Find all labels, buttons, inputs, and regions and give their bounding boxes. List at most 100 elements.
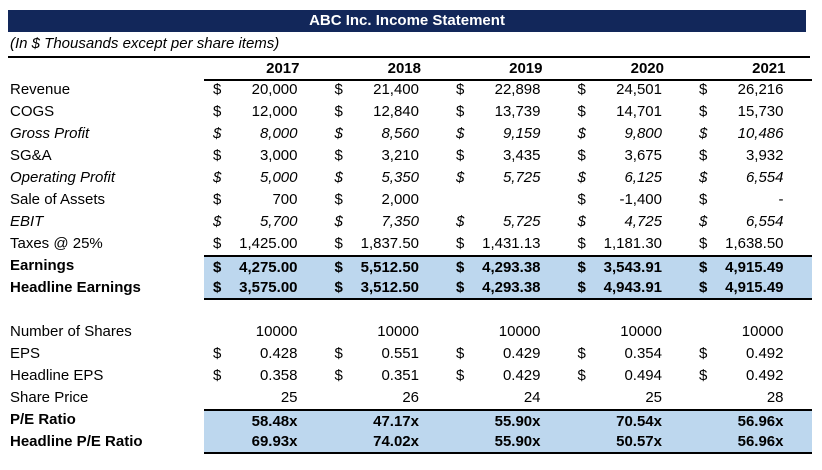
cell-value: 5,700	[259, 213, 298, 230]
value-cell: 10000	[447, 321, 569, 343]
cell-value: 56.96x	[737, 413, 784, 430]
value-cell: $4,725	[569, 211, 691, 233]
cell-value: 26	[402, 389, 419, 406]
year-column-header: 2021	[690, 58, 812, 81]
currency-symbol: $	[334, 235, 343, 252]
cell-value: 8,000	[259, 125, 298, 142]
value-cell: $5,512.50	[325, 255, 447, 278]
cell-value: 1,431.13	[482, 235, 541, 252]
cell-value: 21,400	[373, 81, 419, 98]
currency-symbol: $	[577, 125, 586, 142]
table-row: Headline P/E Ratio 69.93x 74.02x 55.90x 50.5…	[8, 431, 812, 454]
cell-value: 13,739	[494, 103, 541, 120]
cell-value: 3,435	[502, 147, 541, 164]
currency-symbol: $	[699, 367, 708, 384]
cell-value: 55.90x	[494, 433, 541, 450]
currency-symbol: $	[699, 259, 708, 276]
currency-symbol: $	[577, 169, 586, 186]
currency-symbol: $	[699, 81, 708, 98]
value-cell: $21,400	[326, 79, 448, 101]
value-cell: $9,800	[569, 123, 691, 145]
cell-value: 22,898	[494, 81, 541, 98]
table-row: Number of Shares 10000 10000 10000 10000 1000…	[8, 321, 812, 343]
row-label: Earnings	[10, 257, 75, 274]
cell-value: 25	[645, 389, 662, 406]
currency-symbol: $	[577, 367, 586, 384]
currency-symbol: $	[213, 235, 222, 252]
value-cell: $5,350	[326, 167, 448, 189]
cell-value: 3,543.91	[603, 259, 662, 276]
cell-value: 55.90x	[494, 413, 541, 430]
cell-value: 70.54x	[616, 413, 662, 430]
value-cell	[447, 189, 569, 211]
value-cell: $5,725	[447, 211, 569, 233]
value-cell: 69.93x	[204, 431, 326, 454]
value-cell: $7,350	[326, 211, 448, 233]
table-row: SG&A $3,000 $3,210 $3,435 $3,675 $3,932	[8, 145, 812, 167]
value-cell: $0.551	[326, 343, 448, 365]
currency-symbol: $	[334, 213, 343, 230]
value-cell: $1,837.50	[326, 233, 448, 255]
value-cell: 56.96x	[690, 431, 812, 454]
income-table-body: Revenue $20,000 $21,400 $22,898 $24,501 $26,2…	[8, 79, 812, 454]
cell-value: 0.428	[259, 345, 298, 362]
table-header-row: 2017 2018 2019 2020 2021	[8, 58, 812, 81]
cell-value: 4,725	[624, 213, 662, 230]
table-row: Operating Profit $5,000 $5,350 $5,725 $6,125…	[8, 167, 812, 189]
row-label: Share Price	[10, 389, 89, 406]
spacer-row	[8, 299, 812, 321]
cell-value: 28	[766, 389, 784, 406]
currency-symbol: $	[334, 147, 343, 164]
cell-value: 24,501	[616, 81, 662, 98]
currency-symbol: $	[334, 125, 343, 142]
value-cell: $0.428	[204, 343, 326, 365]
table-row: Gross Profit $8,000 $8,560 $9,159 $9,800 $10,…	[8, 123, 812, 145]
table-row: Revenue $20,000 $21,400 $22,898 $24,501 $26,2…	[8, 79, 812, 101]
currency-symbol: $	[699, 213, 708, 230]
value-cell: 28	[690, 387, 812, 409]
cell-value: 0.492	[745, 345, 784, 362]
currency-symbol: $	[213, 103, 222, 120]
currency-symbol: $	[577, 103, 586, 120]
value-cell: 24	[447, 387, 569, 409]
currency-symbol: $	[213, 169, 222, 186]
cell-value: 0.429	[502, 345, 541, 362]
cell-value: 0.358	[259, 367, 298, 384]
cell-value: 10000	[741, 323, 784, 340]
cell-value: 14,701	[616, 103, 662, 120]
table-row: EBIT $5,700 $7,350 $5,725 $4,725 $6,554	[8, 211, 812, 233]
value-cell: $0.429	[447, 365, 569, 387]
cell-value: 1,425.00	[239, 235, 298, 252]
value-cell: $0.492	[690, 365, 812, 387]
row-label: Headline EPS	[10, 367, 104, 384]
units-subtitle: (In $ Thousands except per share items)	[8, 32, 810, 58]
value-cell: 47.17x	[325, 409, 447, 434]
value-cell: 26	[326, 387, 448, 409]
income-statement-sheet: ABC Inc. Income Statement (In $ Thousand…	[8, 10, 812, 454]
cell-value: 1,181.30	[603, 235, 662, 252]
currency-symbol: $	[456, 169, 465, 186]
cell-value: 10000	[377, 323, 419, 340]
value-cell: 10000	[326, 321, 448, 343]
cell-value: 10,486	[737, 125, 784, 142]
value-cell: $3,675	[569, 145, 691, 167]
value-cell: $4,293.38	[447, 255, 569, 278]
currency-symbol: $	[456, 125, 465, 142]
value-cell: $2,000	[326, 189, 448, 211]
row-label: Headline Earnings	[10, 279, 141, 296]
cell-value: 3,000	[259, 147, 298, 164]
currency-symbol: $	[334, 345, 343, 362]
cell-value: 0.492	[745, 367, 784, 384]
value-cell: 74.02x	[325, 431, 447, 454]
value-cell: 55.90x	[447, 409, 569, 434]
cell-value: 5,725	[502, 169, 541, 186]
value-cell: $0.358	[204, 365, 326, 387]
cell-value: 10000	[620, 323, 662, 340]
row-label: Sale of Assets	[10, 191, 106, 208]
cell-value: 0.351	[381, 367, 419, 384]
value-cell: $3,512.50	[325, 277, 447, 300]
currency-symbol: $	[334, 367, 343, 384]
currency-symbol: $	[456, 213, 465, 230]
value-cell: $10,486	[690, 123, 812, 145]
table-row: Headline EPS $0.358 $0.351 $0.429 $0.494 $0.4…	[8, 365, 812, 387]
